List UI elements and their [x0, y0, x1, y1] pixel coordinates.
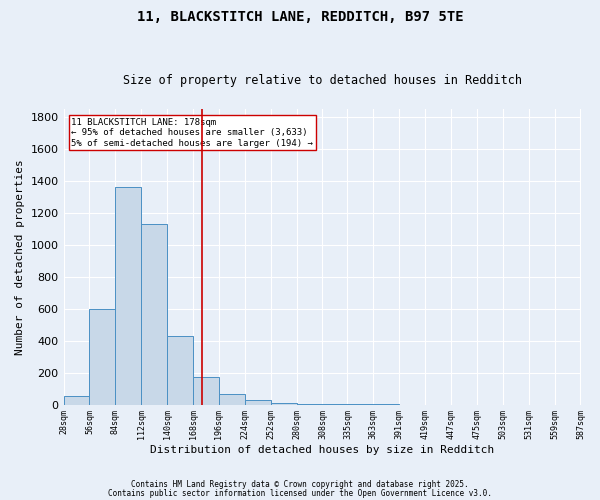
- Y-axis label: Number of detached properties: Number of detached properties: [15, 159, 25, 354]
- Text: Contains public sector information licensed under the Open Government Licence v3: Contains public sector information licen…: [108, 490, 492, 498]
- Bar: [64, 396, 89, 404]
- Text: Contains HM Land Registry data © Crown copyright and database right 2025.: Contains HM Land Registry data © Crown c…: [131, 480, 469, 489]
- Text: 11, BLACKSTITCH LANE, REDDITCH, B97 5TE: 11, BLACKSTITCH LANE, REDDITCH, B97 5TE: [137, 10, 463, 24]
- Bar: [219, 394, 245, 404]
- Bar: [245, 400, 271, 404]
- Bar: [89, 308, 115, 404]
- Bar: [271, 403, 296, 404]
- Bar: [193, 378, 219, 404]
- Title: Size of property relative to detached houses in Redditch: Size of property relative to detached ho…: [122, 74, 521, 87]
- Bar: [167, 336, 193, 404]
- Bar: [141, 224, 167, 404]
- X-axis label: Distribution of detached houses by size in Redditch: Distribution of detached houses by size …: [150, 445, 494, 455]
- Bar: [115, 188, 141, 404]
- Text: 11 BLACKSTITCH LANE: 178sqm
← 95% of detached houses are smaller (3,633)
5% of s: 11 BLACKSTITCH LANE: 178sqm ← 95% of det…: [71, 118, 313, 148]
